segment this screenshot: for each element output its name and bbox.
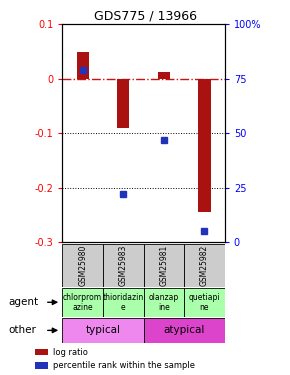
Text: other: other [9, 326, 37, 335]
Bar [62, 244, 103, 287]
Text: percentile rank within the sample: percentile rank within the sample [53, 361, 195, 370]
Text: agent: agent [9, 297, 39, 307]
Text: quetiapi
ne: quetiapi ne [188, 292, 220, 312]
Bar [144, 318, 225, 343]
Bar [184, 244, 225, 287]
Bar [158, 72, 170, 79]
Text: GSM25982: GSM25982 [200, 245, 209, 286]
Bar [117, 79, 129, 128]
Text: GDS775 / 13966: GDS775 / 13966 [93, 9, 197, 22]
Bar [103, 244, 144, 287]
Text: log ratio: log ratio [53, 348, 88, 357]
Text: atypical: atypical [164, 326, 205, 335]
Bar [198, 79, 211, 212]
Text: thioridazin
e: thioridazin e [103, 292, 144, 312]
Text: GSM25981: GSM25981 [159, 245, 168, 286]
Bar [62, 318, 144, 343]
Text: typical: typical [86, 326, 120, 335]
Text: GSM25983: GSM25983 [119, 244, 128, 286]
Text: chlorprom
azine: chlorprom azine [63, 292, 102, 312]
Bar [144, 244, 184, 287]
Bar [144, 288, 184, 317]
Text: olanzap
ine: olanzap ine [149, 292, 179, 312]
Bar [103, 288, 144, 317]
Bar [35, 349, 48, 355]
Bar [62, 288, 103, 317]
Bar [35, 362, 48, 369]
Text: GSM25980: GSM25980 [78, 244, 87, 286]
Bar [184, 288, 225, 317]
Bar [77, 52, 89, 79]
